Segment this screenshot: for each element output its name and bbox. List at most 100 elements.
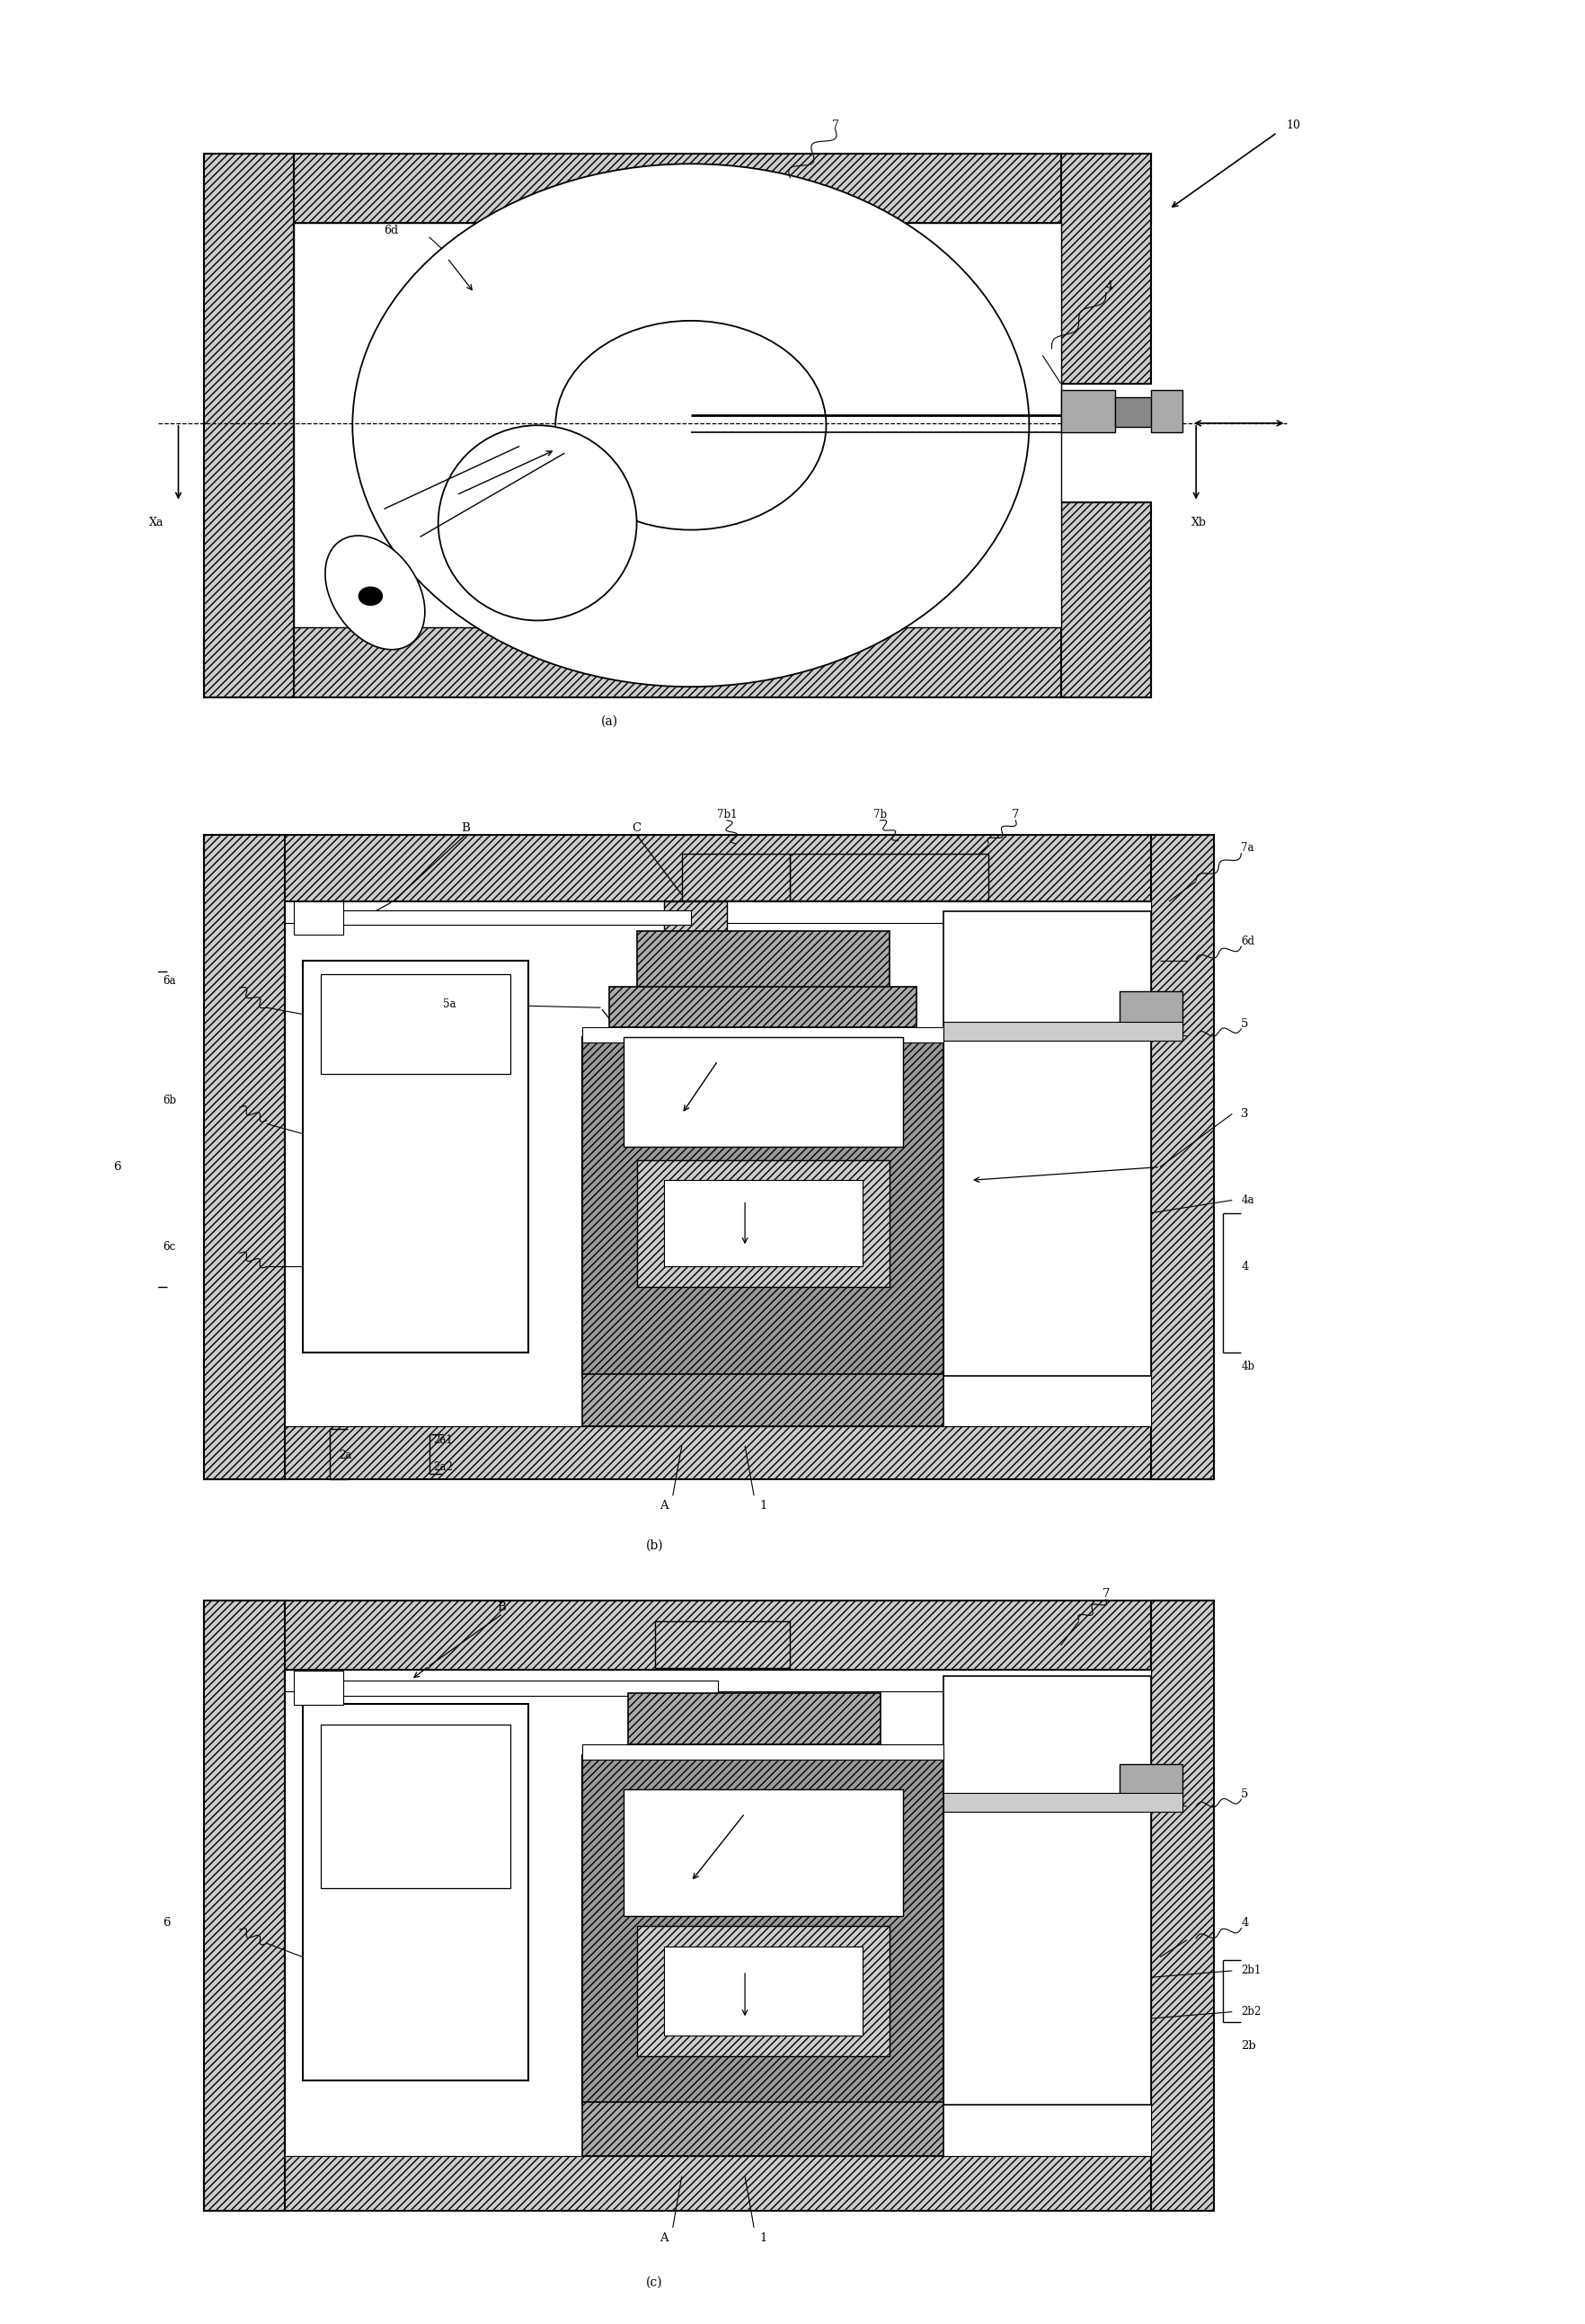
Text: (c): (c) — [647, 2275, 663, 2289]
Text: A: A — [659, 2231, 667, 2243]
Bar — [330, 1680, 718, 1697]
Text: 6d: 6d — [1241, 934, 1255, 948]
Text: 2a: 2a — [339, 1450, 352, 1462]
Bar — [1151, 834, 1214, 1478]
Text: 7a: 7a — [1241, 841, 1254, 855]
Ellipse shape — [437, 425, 637, 621]
Bar — [285, 1669, 1151, 2157]
Bar — [293, 902, 344, 934]
Bar — [583, 1755, 943, 2103]
Text: Xb: Xb — [1192, 516, 1206, 530]
Bar — [285, 902, 1151, 923]
Bar — [664, 1948, 862, 2036]
Text: 1: 1 — [759, 2231, 767, 2243]
Bar — [1151, 1601, 1214, 2210]
Text: (b): (b) — [647, 1538, 664, 1552]
Bar — [303, 962, 528, 1353]
Text: 6: 6 — [114, 1162, 120, 1174]
Text: 5: 5 — [1241, 1018, 1249, 1030]
Bar — [320, 974, 510, 1074]
Ellipse shape — [555, 321, 826, 530]
Bar — [943, 1792, 1182, 1813]
Bar — [203, 1601, 1214, 1669]
Text: 4: 4 — [1106, 279, 1113, 293]
Ellipse shape — [325, 535, 425, 651]
Bar — [1114, 397, 1160, 428]
Bar — [623, 1789, 903, 1915]
Text: 6d: 6d — [384, 223, 398, 237]
Bar — [320, 1724, 510, 1889]
Text: 4: 4 — [1241, 1917, 1249, 1929]
Bar — [285, 902, 1151, 1427]
Text: 10: 10 — [1287, 119, 1301, 132]
Bar — [628, 1694, 880, 1745]
Text: 3: 3 — [1241, 1109, 1249, 1120]
Text: 7: 7 — [1011, 809, 1019, 820]
Bar — [789, 853, 989, 899]
Bar — [1060, 390, 1114, 432]
Bar — [293, 223, 1060, 627]
Text: 2b1: 2b1 — [1241, 1964, 1262, 1978]
Bar — [637, 1160, 889, 1287]
Text: 2b: 2b — [1241, 2040, 1257, 2052]
Bar — [203, 2157, 1214, 2210]
Bar — [203, 834, 285, 1478]
Bar — [623, 1037, 903, 1148]
Text: (a): (a) — [601, 716, 618, 727]
Text: 6a: 6a — [163, 976, 176, 988]
Text: 7: 7 — [1102, 1587, 1110, 1599]
Text: 6b: 6b — [163, 1095, 176, 1106]
Bar — [1151, 390, 1182, 432]
Text: 2a1: 2a1 — [434, 1434, 453, 1446]
Bar — [583, 2103, 943, 2157]
Text: 7: 7 — [832, 119, 838, 132]
Text: A: A — [659, 1499, 667, 1511]
Bar — [203, 1601, 285, 2210]
Text: 5: 5 — [1241, 1787, 1249, 1799]
Ellipse shape — [352, 163, 1029, 686]
Bar — [583, 1373, 943, 1427]
Bar — [1060, 502, 1151, 697]
Bar — [330, 911, 691, 925]
Bar — [203, 834, 1214, 902]
Bar — [203, 1427, 1214, 1478]
Bar — [1119, 1764, 1182, 1806]
Text: 6: 6 — [163, 1917, 171, 1929]
Bar — [583, 1745, 943, 1759]
Text: 1: 1 — [759, 1499, 767, 1511]
Bar — [682, 853, 789, 899]
Bar — [637, 1927, 889, 2057]
Text: B: B — [461, 823, 469, 834]
Text: 4b: 4b — [1241, 1360, 1255, 1371]
Text: 6c: 6c — [163, 1241, 176, 1253]
Bar — [203, 627, 1151, 697]
Text: 5a: 5a — [444, 999, 456, 1011]
Text: C: C — [632, 823, 642, 834]
Text: 4a: 4a — [1241, 1195, 1254, 1206]
Text: 2a2: 2a2 — [434, 1462, 453, 1473]
Text: 7b: 7b — [873, 809, 888, 820]
Bar — [303, 1703, 528, 2080]
Text: 2b2: 2b2 — [1241, 2006, 1262, 2017]
Bar — [285, 1669, 1151, 1692]
Bar — [293, 1671, 344, 1706]
Bar — [610, 985, 916, 1027]
Bar — [583, 1027, 943, 1041]
Circle shape — [358, 588, 382, 604]
Bar — [1119, 990, 1182, 1032]
Bar — [583, 1037, 943, 1376]
Bar — [1060, 153, 1151, 383]
Text: 7b1: 7b1 — [716, 809, 737, 820]
Bar — [664, 902, 728, 948]
Bar — [203, 153, 1151, 223]
Bar — [655, 1622, 789, 1669]
Bar — [943, 1023, 1182, 1041]
Bar — [203, 153, 293, 697]
Bar — [943, 1676, 1151, 2103]
Bar — [664, 1181, 862, 1267]
Bar — [943, 911, 1151, 1376]
Text: Xa: Xa — [149, 516, 165, 530]
Text: B: B — [498, 1601, 506, 1613]
Bar — [637, 932, 889, 988]
Text: 4: 4 — [1241, 1260, 1249, 1274]
